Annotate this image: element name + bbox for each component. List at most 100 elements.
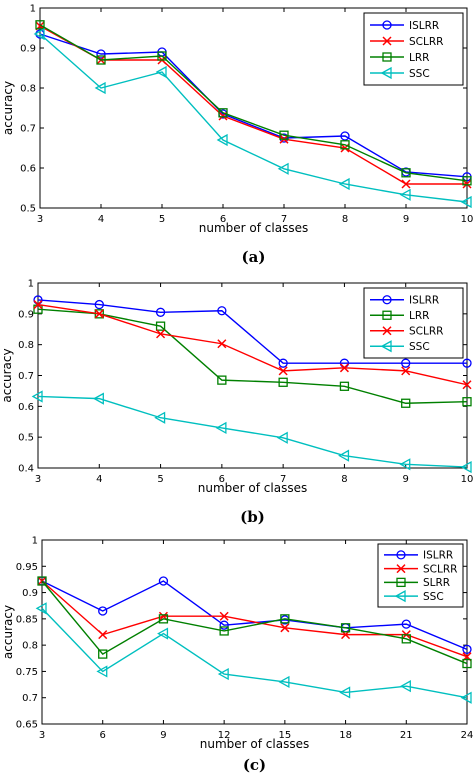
series-line-islrr [37,299,467,364]
legend-label-ssc: SSC [409,68,430,80]
figure-caption: (a) [242,248,266,266]
x-tick-label: 10 [461,474,474,485]
series-line-islrr [39,33,468,178]
legend-label-islrr: ISLRR [409,20,439,32]
legend-marker-islrr [382,20,392,30]
data-point-islrr [219,620,229,630]
series-line-lrr [37,308,468,404]
x-tick-label: 15 [278,730,291,741]
legend-marker-lrr [382,52,392,62]
data-point-islrr [401,358,411,368]
data-point-ssc [216,133,228,147]
data-point-sclrr [219,611,229,621]
data-point-islrr [217,306,227,316]
series-slrr [37,576,472,669]
figure-caption: (b) [240,508,265,526]
series-sclrr [33,300,472,390]
data-point-islrr [278,358,288,368]
x-tick-label: 5 [159,214,165,225]
x-tick-label: 9 [403,214,409,225]
data-point-slrr [158,614,169,624]
data-point-sclrr [217,339,227,349]
legend-label-ssc: SSC [409,341,430,353]
data-point-ssc [460,691,472,704]
y-tick-label: 0.8 [20,84,36,95]
y-tick-label: 0.8 [18,340,34,351]
data-point-slrr [219,626,229,636]
legend-marker-sclrr [382,36,392,46]
y-axis-label: accuracy [0,348,14,402]
legend-marker-lrr [382,310,392,320]
x-tick-label: 5 [157,474,163,485]
y-tick-label: 0.5 [18,433,34,444]
series-line-ssc [37,395,468,468]
data-point-slrr [340,623,351,633]
data-point-ssc [399,458,411,471]
x-tick-label: 21 [400,730,413,741]
data-point-lrr [35,20,45,30]
x-tick-label: 6 [100,730,106,741]
data-point-lrr [339,381,350,391]
chart-3: 3 6 9 12 15 18 21 24 0.65 0.7 0.75 0.8 0.85 0.9 0.95 1 n… [1,536,473,775]
data-point-sclrr [33,300,43,310]
series-line-ssc [39,33,468,203]
data-point-lrr [401,168,411,178]
legend: ISLRR SCLRR LRR SSC [363,12,464,86]
data-point-lrr [462,176,472,186]
legend-label-slrr: SLRR [423,577,450,589]
data-point-islrr [401,619,411,629]
data-point-ssc [217,667,229,681]
x-tick-label: 9 [160,730,166,741]
legend-label-islrr: ISLRR [423,550,453,562]
legend-marker-islrr [396,550,406,560]
data-point-islrr [98,606,108,616]
data-point-sclrr [462,179,472,189]
y-tick-label: 0.7 [22,693,38,704]
data-point-slrr [401,634,411,644]
y-tick-label: 0.4 [18,464,34,475]
data-point-ssc [338,449,350,462]
x-axis-label: number of classes [198,481,307,495]
data-point-islrr [94,299,104,310]
data-point-lrr [218,108,228,118]
series-line-lrr [39,24,468,182]
data-point-sclrr [278,366,288,376]
x-tick-label: 4 [98,214,104,225]
series-islrr [33,295,472,368]
legend-label-sclrr: SCLRR [409,326,443,338]
y-tick-label: 0.9 [22,588,38,599]
y-tick-label: 0.7 [18,371,34,382]
data-point-ssc [276,431,288,444]
x-tick-label: 4 [96,474,102,485]
data-point-islrr [96,49,106,59]
data-point-ssc [33,27,45,41]
data-point-lrr [340,140,350,150]
x-tick-label: 6 [219,474,225,485]
x-tick-label: 12 [218,730,231,741]
data-point-sclrr [339,363,349,373]
data-point-lrr [401,398,411,408]
y-axis-label: accuracy [1,81,15,135]
chart-2: 3 4 5 6 7 8 9 10 0.4 0.5 0.6 0.7 0.8 0.9 1 number of cl… [0,279,473,527]
y-tick-label: 0.5 [20,204,36,215]
x-tick-label: 7 [281,214,287,225]
data-point-slrr [98,649,108,659]
data-point-slrr [462,658,472,669]
y-tick-label: 0.8 [22,641,38,652]
x-axis-label: number of classes [199,221,308,235]
data-point-ssc [460,195,472,209]
series-line-sclrr [37,303,468,386]
legend-label-sclrr: SCLRR [423,563,457,575]
series-line-sclrr [41,580,468,658]
data-point-islrr [155,307,166,317]
data-point-lrr [96,55,106,65]
data-point-ssc [339,686,351,699]
series-ssc [35,602,472,704]
data-point-lrr [279,130,289,140]
data-point-slrr [280,614,290,624]
legend-marker-ssc [394,590,406,603]
data-point-islrr [462,644,472,654]
data-point-ssc [35,602,47,615]
figure-caption: (c) [243,756,266,774]
data-point-ssc [92,392,104,405]
